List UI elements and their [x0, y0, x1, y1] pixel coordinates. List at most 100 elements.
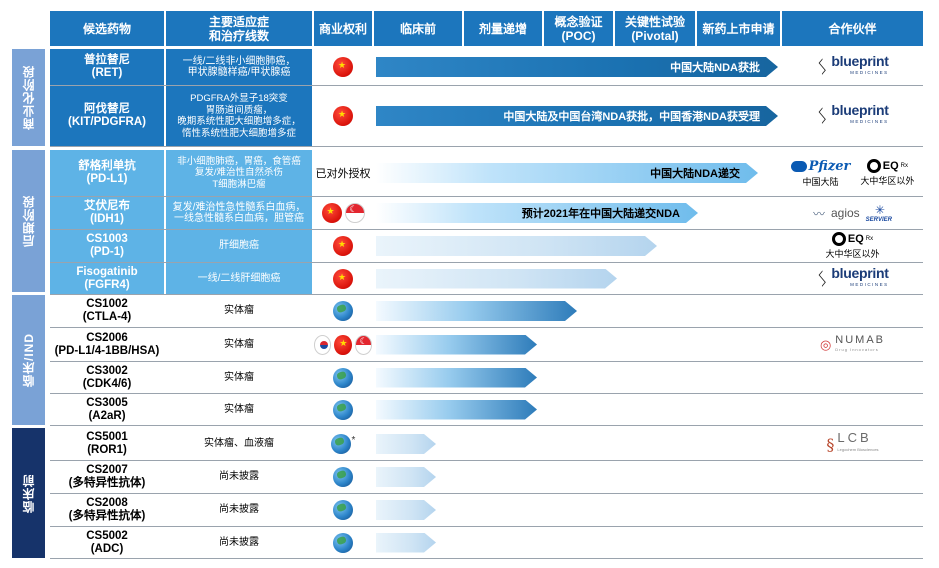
row-divider	[50, 460, 923, 461]
partner-cell: ᛊ blueprint MEDICINES	[782, 263, 923, 294]
servier-star-icon: ✳	[874, 203, 885, 217]
drug-name-cell: 普拉替尼 (RET)	[50, 49, 164, 85]
commercial-rights-cell	[314, 197, 372, 229]
row-divider	[50, 327, 923, 328]
china-flag-icon	[333, 106, 353, 126]
eq-q-icon	[831, 232, 846, 246]
commercial-rights-cell: *	[314, 428, 372, 460]
row-divider	[50, 229, 923, 230]
row-divider	[50, 196, 923, 197]
lcb-sub: Legochem Biosciences	[837, 447, 879, 452]
agios-wave-icon: 〰	[812, 206, 825, 221]
commercial-rights-cell	[314, 394, 372, 425]
eq-logo-block: EQ Rx 大中华区以外	[860, 158, 915, 187]
globe-icon	[333, 467, 353, 487]
indication-cell: 实体瘤	[166, 295, 312, 327]
eq-q-icon	[866, 158, 881, 173]
rights-footnote-mark: *	[351, 434, 356, 446]
eq-rx: Rx	[865, 236, 874, 242]
phase-commercial: 商业化阶段	[12, 49, 45, 146]
numab-name: NUMAB	[835, 333, 886, 346]
commercial-rights-cell: 已对外授权	[314, 150, 372, 196]
eq-logo-block: EQ Rx 大中华区以外	[825, 232, 880, 260]
blueprint-signature-icon: ᛊ	[816, 55, 829, 79]
commercial-rights-cell	[314, 527, 372, 558]
partner-cell: ᛊ blueprint MEDICINES	[782, 86, 923, 146]
blueprint-name: blueprint	[831, 102, 889, 118]
commercial-rights-cell	[314, 362, 372, 393]
row-divider	[50, 85, 923, 86]
blueprint-name: blueprint	[831, 53, 889, 69]
blueprint-logo: ᛊ blueprint MEDICINES	[816, 102, 889, 128]
blueprint-signature-icon: ᛊ	[816, 104, 829, 128]
globe-icon	[333, 500, 353, 520]
partner-cell: EQ Rx 大中华区以外	[782, 230, 923, 262]
indication-cell: 尚未披露	[166, 494, 312, 526]
partner-cell: ◎ NUMAB Drug Innovators	[782, 328, 923, 361]
partner-cell: § LCB Legochem Biosciences	[782, 428, 923, 460]
drug-name-cell: 舒格利单抗 (PD-L1)	[50, 150, 164, 196]
blueprint-logo: ᛊ blueprint MEDICINES	[816, 53, 889, 79]
header-indication: 主要适应症 和治疗线数	[166, 11, 312, 46]
row-divider	[50, 361, 923, 362]
row-divider	[50, 146, 923, 147]
indication-cell: 非小细胞肺癌，胃癌，食管癌 复发/难治性自然杀伤 T细胞淋巴瘤	[166, 150, 312, 196]
row-divider	[50, 526, 923, 527]
header-pivotal: 关键性试验 (Pivotal)	[615, 11, 695, 46]
phase-preclinical: 临床前	[12, 428, 45, 558]
drug-name-cell: CS1002 (CTLA-4)	[50, 295, 164, 327]
header-drug: 候选药物	[50, 11, 164, 46]
servier-logo: ✳ SERVIER	[866, 203, 892, 223]
globe-icon	[333, 367, 353, 388]
header-dose: 剂量递增	[464, 11, 542, 46]
lcb-name: LCB	[837, 430, 872, 445]
servier-name: SERVIER	[865, 217, 893, 223]
singapore-flag-icon	[344, 203, 365, 223]
blueprint-wordmark: blueprint MEDICINES	[831, 266, 888, 291]
drug-name-cell: CS5001 (ROR1)	[50, 428, 164, 460]
row-divider	[50, 294, 923, 295]
header-rights: 商业权利	[314, 11, 372, 46]
blueprint-wordmark: blueprint MEDICINES	[831, 102, 889, 128]
commercial-rights-cell	[314, 49, 372, 85]
eq-name: EQ	[882, 159, 899, 172]
progress-bar	[376, 335, 537, 355]
phase-clinical-ind: 临床/IND	[12, 295, 45, 425]
commercial-rights-cell	[314, 494, 372, 526]
progress-bar	[376, 301, 577, 321]
indication-cell: 实体瘤	[166, 394, 312, 425]
pfizer-logo: Pfizer	[790, 159, 850, 174]
pfizer-logo-block: Pfizer 中国大陆	[790, 159, 850, 188]
drug-name-cell: Fisogatinib (FGFR4)	[50, 263, 164, 294]
out-licensed-text: 已对外授权	[315, 168, 371, 180]
progress-bar	[376, 400, 537, 420]
numab-logo: ◎ NUMAB Drug Innovators	[820, 333, 886, 355]
progress-bar	[376, 269, 617, 289]
eq-region: 大中华区以外	[860, 175, 915, 186]
indication-cell: PDGFRA外显子18突变 胃肠道间质瘤， 晚期系统性肥大细胞增多症， 惰性系统…	[166, 86, 312, 146]
globe-icon	[330, 434, 351, 454]
indication-cell: 一线/二线肝细胞癌	[166, 263, 312, 294]
korea-flag-icon	[314, 334, 332, 355]
drug-name-cell: CS3005 (A2aR)	[50, 394, 164, 425]
drug-name-cell: 阿伐替尼 (KIT/PDGFRA)	[50, 86, 164, 146]
globe-icon	[333, 301, 353, 321]
drug-name-cell: 艾伏尼布 (IDH1)	[50, 197, 164, 229]
agios-servier-partners: 〰 agios ✳ SERVIER	[813, 203, 892, 223]
commercial-rights-cell	[314, 328, 372, 361]
globe-icon	[333, 532, 353, 553]
progress-bar	[376, 533, 436, 553]
commercial-rights-cell	[314, 230, 372, 262]
drug-name-cell: CS2007 (多特异性抗体)	[50, 461, 164, 493]
lcb-logo: § LCB Legochem Biosciences	[826, 430, 879, 456]
pfizer-eq-partners: Pfizer 中国大陆 EQ Rx 大中华区以外	[790, 158, 915, 188]
indication-cell: 尚未披露	[166, 461, 312, 493]
eq-rx: Rx	[900, 162, 908, 169]
singapore-flag-icon	[354, 334, 372, 355]
progress-bar	[376, 368, 537, 388]
china-flag-icon	[333, 236, 353, 256]
row-divider	[50, 262, 923, 263]
partner-cell: ᛊ blueprint MEDICINES	[782, 49, 923, 85]
progress-bar	[376, 467, 436, 487]
